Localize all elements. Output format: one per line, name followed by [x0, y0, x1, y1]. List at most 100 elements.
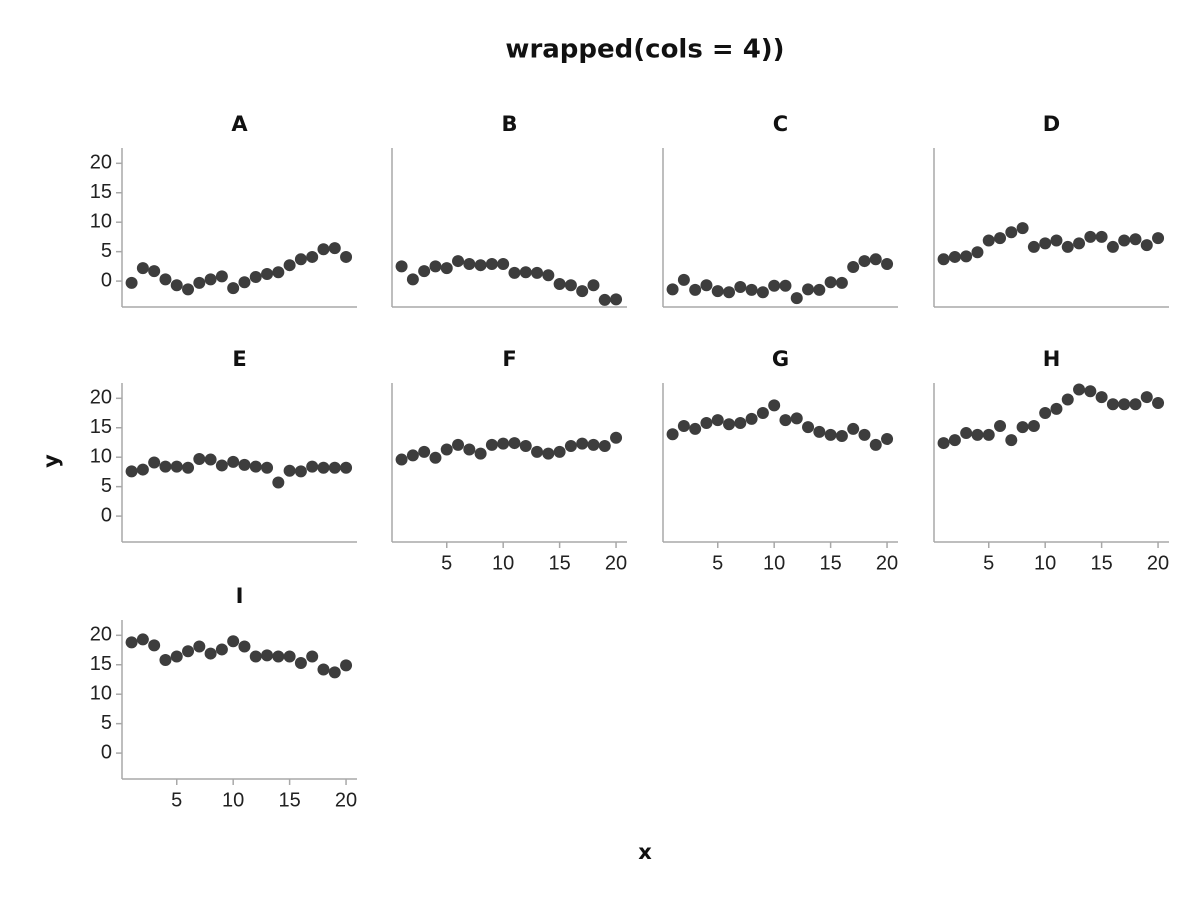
point — [261, 268, 274, 281]
x-tick-label: 5 — [171, 789, 182, 811]
point — [440, 443, 453, 456]
point — [159, 460, 172, 473]
point — [328, 666, 341, 679]
point — [531, 445, 544, 458]
point — [576, 285, 589, 298]
point — [971, 428, 984, 441]
point — [283, 464, 296, 477]
point — [429, 260, 442, 273]
point — [1061, 240, 1074, 253]
point — [711, 414, 724, 427]
panel-title: A — [231, 112, 248, 136]
point — [564, 440, 577, 453]
point — [215, 270, 228, 283]
point — [170, 279, 183, 292]
point — [227, 455, 240, 468]
point — [317, 243, 330, 256]
point — [306, 250, 319, 263]
point — [1005, 226, 1018, 239]
point — [1095, 391, 1108, 404]
point — [982, 428, 995, 441]
point — [215, 459, 228, 472]
point — [294, 465, 307, 478]
x-tick-label: 20 — [605, 552, 627, 574]
panel-title: E — [232, 347, 246, 371]
point — [960, 427, 973, 440]
point — [474, 259, 487, 272]
y-tick-label: 10 — [90, 210, 112, 232]
point — [948, 250, 961, 263]
point — [406, 273, 419, 286]
point — [835, 430, 848, 442]
point — [824, 276, 837, 289]
point — [1005, 434, 1018, 447]
point — [689, 283, 702, 296]
point — [182, 645, 195, 658]
point — [745, 283, 758, 296]
point — [948, 434, 961, 447]
point — [542, 447, 555, 460]
point — [813, 283, 826, 296]
point — [576, 437, 589, 450]
x-tick-label: 10 — [1034, 552, 1056, 574]
x-tick-label: 10 — [222, 789, 244, 811]
point — [294, 253, 307, 266]
y-tick-label: 0 — [101, 269, 112, 291]
point — [1140, 239, 1153, 252]
point — [1118, 398, 1131, 411]
point — [1140, 391, 1153, 404]
point — [711, 285, 724, 298]
point — [182, 461, 195, 474]
x-tick-label: 20 — [876, 552, 898, 574]
point — [994, 232, 1007, 245]
point — [249, 270, 262, 283]
point — [340, 461, 353, 474]
point — [272, 476, 285, 489]
point — [858, 428, 871, 441]
point — [1152, 397, 1165, 410]
point — [768, 399, 781, 412]
point — [508, 437, 521, 450]
point — [272, 650, 285, 663]
point — [1050, 402, 1063, 415]
point — [790, 292, 803, 305]
point — [598, 293, 611, 306]
point — [418, 265, 431, 278]
x-tick-label: 15 — [278, 789, 300, 811]
y-tick-label: 15 — [90, 416, 112, 438]
point — [666, 428, 679, 441]
panel-title: H — [1043, 347, 1061, 371]
point — [1073, 237, 1086, 250]
point — [847, 422, 860, 435]
point — [215, 643, 228, 656]
point — [474, 447, 487, 460]
point — [294, 656, 307, 669]
panel-title: D — [1043, 112, 1060, 136]
x-tick-label: 5 — [983, 552, 994, 574]
x-tick-label: 5 — [712, 552, 723, 574]
x-tick-label: 15 — [819, 552, 841, 574]
point — [249, 650, 262, 663]
point — [1118, 234, 1131, 247]
point — [283, 259, 296, 272]
point — [689, 422, 702, 435]
point — [700, 417, 713, 430]
point — [227, 635, 240, 648]
point — [125, 636, 138, 649]
point — [542, 269, 555, 282]
point — [395, 260, 408, 273]
point — [406, 449, 419, 462]
point — [485, 438, 498, 451]
point — [802, 421, 815, 434]
point — [734, 417, 747, 430]
point — [340, 250, 353, 263]
point — [328, 461, 341, 474]
y-tick-label: 15 — [90, 181, 112, 203]
point — [170, 460, 183, 473]
point — [1084, 230, 1097, 243]
y-tick-label: 15 — [90, 653, 112, 675]
x-tick-label: 15 — [1090, 552, 1112, 574]
point — [204, 647, 217, 660]
point — [779, 279, 792, 292]
